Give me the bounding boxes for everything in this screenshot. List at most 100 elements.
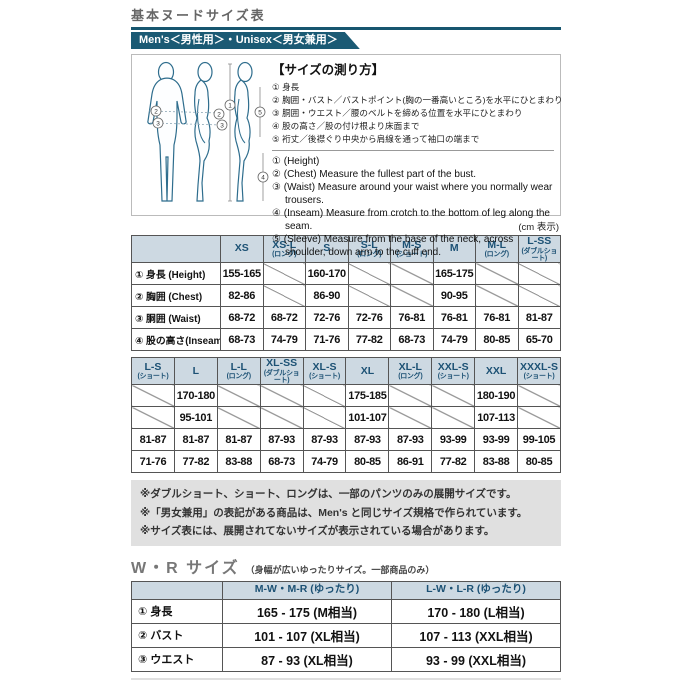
wr-size-table: M-W・M-R (ゆったり) L-W・L-R (ゆったり) ① 身長 165 - 17…	[131, 580, 561, 672]
size-cell: 81-87	[517, 306, 561, 330]
size-cell: 93-99	[431, 428, 476, 452]
svg-text:4: 4	[261, 174, 265, 181]
size-column-header: L-W・L-R (ゆったり)	[391, 580, 561, 600]
empty-cell	[131, 406, 175, 430]
empty-cell	[390, 284, 434, 308]
empty-cell	[216, 384, 261, 408]
size-column-header: S	[305, 234, 349, 264]
size-cell: 93-99	[474, 428, 519, 452]
size-column-header: XL-L (ロング)	[388, 357, 433, 386]
svg-text:2: 2	[217, 111, 221, 118]
svg-text:1: 1	[228, 102, 232, 109]
row-header: ③ ウエスト	[131, 646, 223, 672]
empty-cell	[475, 262, 519, 286]
size-cell: 71-76	[131, 450, 175, 474]
size-cell: 82-86	[220, 284, 264, 308]
empty-cell	[517, 384, 561, 408]
size-column-header: XXL-S (ショート)	[431, 357, 476, 386]
wr-subtitle: （身幅が広いゆったりサイズ。一部商品のみ）	[245, 564, 435, 575]
empty-cell	[431, 406, 476, 430]
size-note: ※サイズ表には、展開されてないサイズが表示されている場合があります。	[140, 525, 495, 538]
size-note: ※「男女兼用」の表記がある商品は、Men's と同じサイズ規格で作られています。	[140, 506, 528, 519]
size-cell: 81-87	[131, 428, 175, 452]
svg-text:2: 2	[154, 108, 158, 115]
measure-instruction-en: ④ (Inseam) Measure from crotch to the bo…	[272, 208, 550, 233]
measure-instruction-jp: ⑤ 裄丈／後襟ぐり中央から肩線を通って袖口の端まで	[272, 133, 480, 144]
size-cell: 74-79	[432, 328, 476, 352]
page-title: 基本ヌードサイズ表	[131, 8, 266, 23]
size-cell: 165 - 175 (M相当)	[222, 598, 392, 624]
size-cell: 86-90	[305, 284, 349, 308]
size-cell: 87 - 93 (XL相当)	[222, 646, 392, 672]
size-cell: 80-85	[475, 328, 519, 352]
size-cell: 155-165	[220, 262, 264, 286]
size-cell: 76-81	[432, 306, 476, 330]
empty-cell	[388, 406, 433, 430]
empty-cell	[259, 384, 304, 408]
size-cell: 68-73	[259, 450, 304, 474]
size-cell: 81-87	[173, 428, 218, 452]
size-cell: 83-88	[216, 450, 261, 474]
row-header: ② 胸囲 (Chest)	[131, 284, 221, 308]
size-cell: 68-72	[262, 306, 306, 330]
gender-banner: Men's＜男性用＞・Unisex＜男女兼用＞	[131, 32, 360, 49]
empty-cell	[262, 262, 306, 286]
size-cell: 76-81	[390, 306, 434, 330]
empty-cell	[517, 284, 561, 308]
svg-text:5: 5	[258, 109, 262, 116]
svg-text:3: 3	[220, 122, 224, 129]
size-table-mens-lower: L-S (ショート) L L-L (ロング) XL-SS (ダブルショート) XL-S (ショー…	[131, 357, 561, 474]
size-cell: 87-93	[302, 428, 347, 452]
measure-instruction-jp: ③ 胴囲・ウエスト／腰のベルトを締める位置を水平にひとまわり	[272, 107, 523, 118]
empty-cell	[259, 406, 304, 430]
measure-instruction-jp: ② 胸囲・バスト／バストポイント(胸の一番高いところ)を水平にひとまわり	[272, 94, 563, 105]
unit-note: (cm 表示)	[518, 222, 559, 233]
empty-cell	[390, 262, 434, 286]
empty-cell	[302, 384, 347, 408]
measure-guide-jp-list: ① 身長 ② 胸囲・バスト／バストポイント(胸の一番高いところ)を水平にひとまわり…	[272, 81, 563, 145]
empty-cell	[517, 406, 561, 430]
size-cell: 81-87	[216, 428, 261, 452]
size-cell: 90-95	[432, 284, 476, 308]
callout-3-icon: 3 3	[152, 117, 228, 131]
size-cell: 76-81	[475, 306, 519, 330]
measure-instruction-en: ③ (Waist) Measure around your waist wher…	[272, 182, 553, 207]
size-cell: 107-113	[474, 406, 519, 430]
size-column-header: XL	[345, 357, 390, 386]
empty-cell	[302, 406, 347, 430]
size-cell: 86-91	[388, 450, 433, 474]
size-cell: 83-88	[474, 450, 519, 474]
size-cell: 180-190	[474, 384, 519, 408]
measure-instruction-en: ⑤ (Sleeve) Measure from the base of the …	[272, 234, 514, 259]
measure-instruction-en: ② (Chest) Measure the fullest part of th…	[272, 169, 477, 181]
size-column-header: XL-S (ショート)	[302, 357, 347, 386]
size-cell: 165-175	[432, 262, 476, 286]
wr-note-box: ※オンラインショップや商品タグなどで「-W」と「-R」の表記が混在していますが、…	[131, 677, 561, 680]
size-cell: 170-180	[173, 384, 218, 408]
size-column-header: XS	[220, 234, 264, 264]
size-cell: 87-93	[388, 428, 433, 452]
empty-cell	[347, 262, 391, 286]
size-column-header: XS-L (ロング)	[262, 234, 306, 264]
measure-instruction-jp: ① 身長	[272, 82, 300, 92]
size-column-header: L-SS (ダブルショート)	[517, 234, 561, 264]
size-note: ※ダブルショート、ショート、ロングは、一部のパンツのみの展開サイズです。	[140, 488, 517, 501]
size-table-mens-upper: XS XS-L (ロング) S S-L (ロング) M-S (ショート) M M-L (ロング) L-…	[131, 234, 561, 352]
size-cell: 93 - 99 (XXL相当)	[391, 646, 561, 672]
empty-cell	[131, 384, 175, 408]
title-underline	[131, 27, 561, 30]
size-column-header: XXXL-S (ショート)	[517, 357, 561, 386]
size-column-header: XXL	[474, 357, 519, 386]
size-cell: 80-85	[517, 450, 561, 474]
size-cell: 95-101	[173, 406, 218, 430]
empty-cell	[216, 406, 261, 430]
callout-5-icon: 5	[254, 106, 266, 118]
size-cell: 87-93	[345, 428, 390, 452]
row-header: ③ 胴囲 (Waist)	[131, 306, 221, 330]
size-notes-box: ※ダブルショート、ショート、ロングは、一部のパンツのみの展開サイズです。 ※「男女…	[131, 480, 561, 546]
size-cell: 77-82	[347, 328, 391, 352]
size-cell: 72-76	[347, 306, 391, 330]
wr-section-header: W・R サイズ （身幅が広いゆったりサイズ。一部商品のみ）	[131, 554, 561, 578]
size-cell: 68-73	[390, 328, 434, 352]
size-column-header: XL-SS (ダブルショート)	[259, 357, 304, 386]
